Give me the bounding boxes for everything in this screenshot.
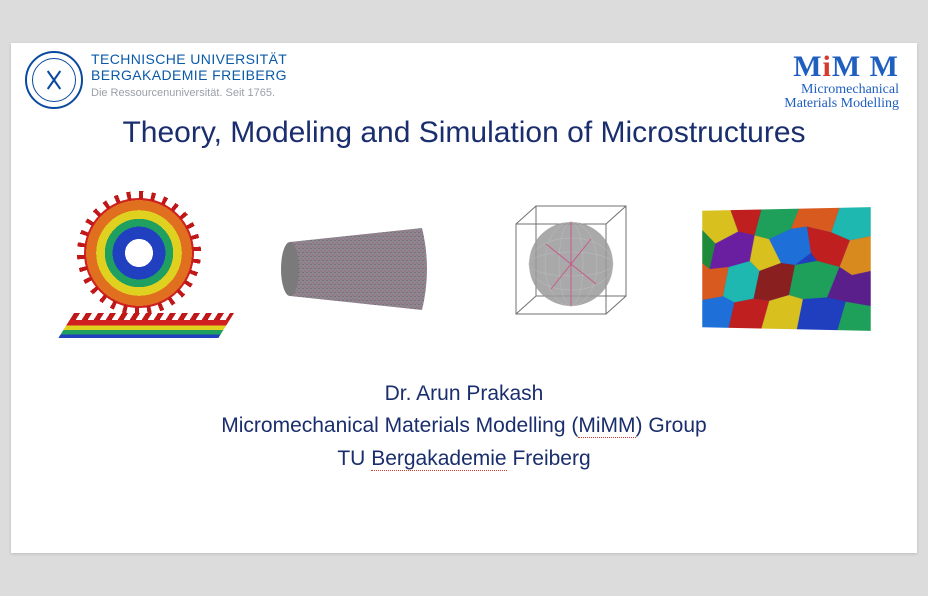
group-pre: Micromechanical Materials Modelling ( (221, 414, 578, 437)
gear-rack-icon (58, 320, 229, 338)
grain-map-icon (702, 207, 870, 331)
figure-cone (262, 194, 452, 344)
university-text: TECHNISCHE UNIVERSITÄT BERGAKADEMIE FREI… (91, 51, 287, 99)
mimm-logo-block: MiM M Micromechanical Materials Modellin… (784, 51, 899, 112)
mimm-sub-line1: Micromechanical (784, 83, 899, 98)
mimm-sub-line2: Materials Modelling (784, 97, 899, 112)
figure-gear (49, 194, 239, 344)
affil-pre: TU (337, 447, 371, 470)
university-seal-icon (25, 51, 83, 109)
mimm-logo-m1: M (793, 50, 822, 83)
cone-pointcloud-icon (272, 214, 442, 324)
university-block: TECHNISCHE UNIVERSITÄT BERGAKADEMIE FREI… (25, 51, 287, 109)
author-name: Dr. Arun Prakash (11, 378, 917, 411)
cube-sphere-icon (496, 194, 646, 344)
credits-block: Dr. Arun Prakash Micromechanical Materia… (11, 378, 917, 476)
figure-cube-sphere (476, 194, 666, 344)
affil-link: Bergakademie (371, 447, 506, 471)
group-post: ) Group (636, 414, 707, 437)
university-tagline: Die Ressourcenuniversität. Seit 1765. (91, 87, 287, 99)
group-link: MiMM (578, 414, 635, 438)
group-line: Micromechanical Materials Modelling (MiM… (11, 410, 917, 443)
crossed-hammers-icon (43, 69, 65, 91)
affil-post: Freiberg (507, 447, 591, 470)
figure-row (11, 184, 917, 354)
affiliation-line: TU Bergakademie Freiberg (11, 443, 917, 476)
university-name-line2: BERGAKADEMIE FREIBERG (91, 67, 287, 83)
mimm-logo-rest: M M (832, 50, 899, 83)
slide-header: TECHNISCHE UNIVERSITÄT BERGAKADEMIE FREI… (11, 43, 917, 112)
gear-contour-icon (84, 198, 194, 308)
figure-grain-map (689, 194, 879, 344)
mimm-logo-text: MiM M (784, 51, 899, 83)
slide: TECHNISCHE UNIVERSITÄT BERGAKADEMIE FREI… (11, 43, 917, 553)
university-name-line1: TECHNISCHE UNIVERSITÄT (91, 51, 287, 67)
mimm-logo-i: i (823, 50, 832, 83)
slide-title: Theory, Modeling and Simulation of Micro… (11, 116, 917, 150)
